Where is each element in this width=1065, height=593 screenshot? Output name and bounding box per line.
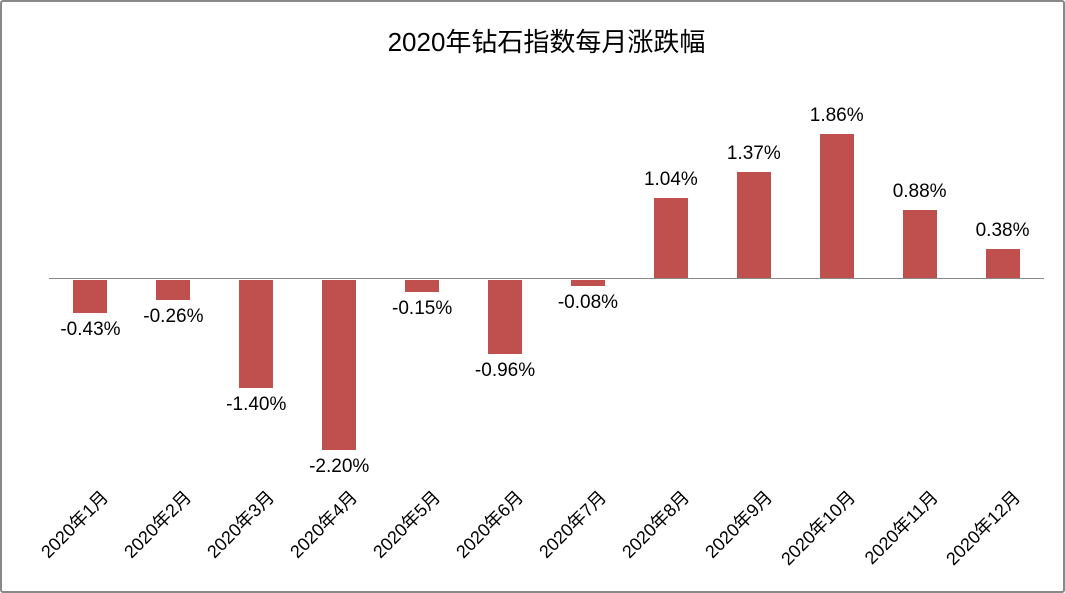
bar-value-label: 0.38% bbox=[975, 219, 1030, 241]
x-axis-tick-label: 2020年3月 bbox=[203, 487, 279, 562]
bar-value-label: -1.40% bbox=[226, 394, 287, 416]
bar-value-label: 1.86% bbox=[809, 105, 864, 127]
bar bbox=[819, 134, 854, 278]
bar bbox=[653, 197, 688, 278]
x-axis-line bbox=[49, 278, 1044, 279]
bar bbox=[239, 280, 274, 389]
bar bbox=[985, 248, 1020, 278]
bar bbox=[322, 280, 357, 451]
bar bbox=[902, 209, 937, 278]
x-axis-tick-label: 2020年9月 bbox=[700, 487, 776, 562]
bar-value-label: 0.88% bbox=[892, 180, 947, 202]
x-axis-tick-label: 2020年4月 bbox=[286, 487, 362, 562]
bar bbox=[405, 280, 440, 292]
bar-value-label: -0.96% bbox=[474, 360, 536, 382]
bar bbox=[156, 280, 191, 301]
x-axis-tick-label: 2020年6月 bbox=[452, 487, 528, 562]
x-axis-tick-label: 2020年11月 bbox=[860, 487, 942, 569]
bar-value-label: -0.08% bbox=[557, 292, 619, 314]
x-axis-tick-label: 2020年7月 bbox=[535, 487, 611, 562]
x-axis-tick-label: 2020年10月 bbox=[776, 487, 859, 570]
x-axis-tick-label: 2020年8月 bbox=[618, 487, 694, 562]
bar bbox=[73, 280, 108, 314]
bar-value-label: -2.20% bbox=[309, 456, 370, 478]
x-axis-tick-label: 2020年1月 bbox=[37, 487, 113, 562]
bar bbox=[488, 280, 523, 355]
bar-value-label: 1.04% bbox=[643, 168, 698, 190]
bar bbox=[570, 280, 605, 287]
bar bbox=[736, 172, 771, 278]
x-axis-tick-label: 2020年5月 bbox=[369, 487, 445, 562]
bar-value-label: -0.43% bbox=[60, 319, 121, 341]
x-axis-tick-label: 2020年2月 bbox=[120, 487, 196, 562]
bar-value-label: 1.37% bbox=[726, 143, 781, 165]
x-axis-tick-label: 2020年12月 bbox=[942, 487, 1025, 570]
bar-value-label: -0.26% bbox=[143, 306, 204, 328]
bar-value-label: -0.15% bbox=[392, 297, 453, 319]
chart-title: 2020年钻石指数每月涨跌幅 bbox=[387, 27, 706, 57]
